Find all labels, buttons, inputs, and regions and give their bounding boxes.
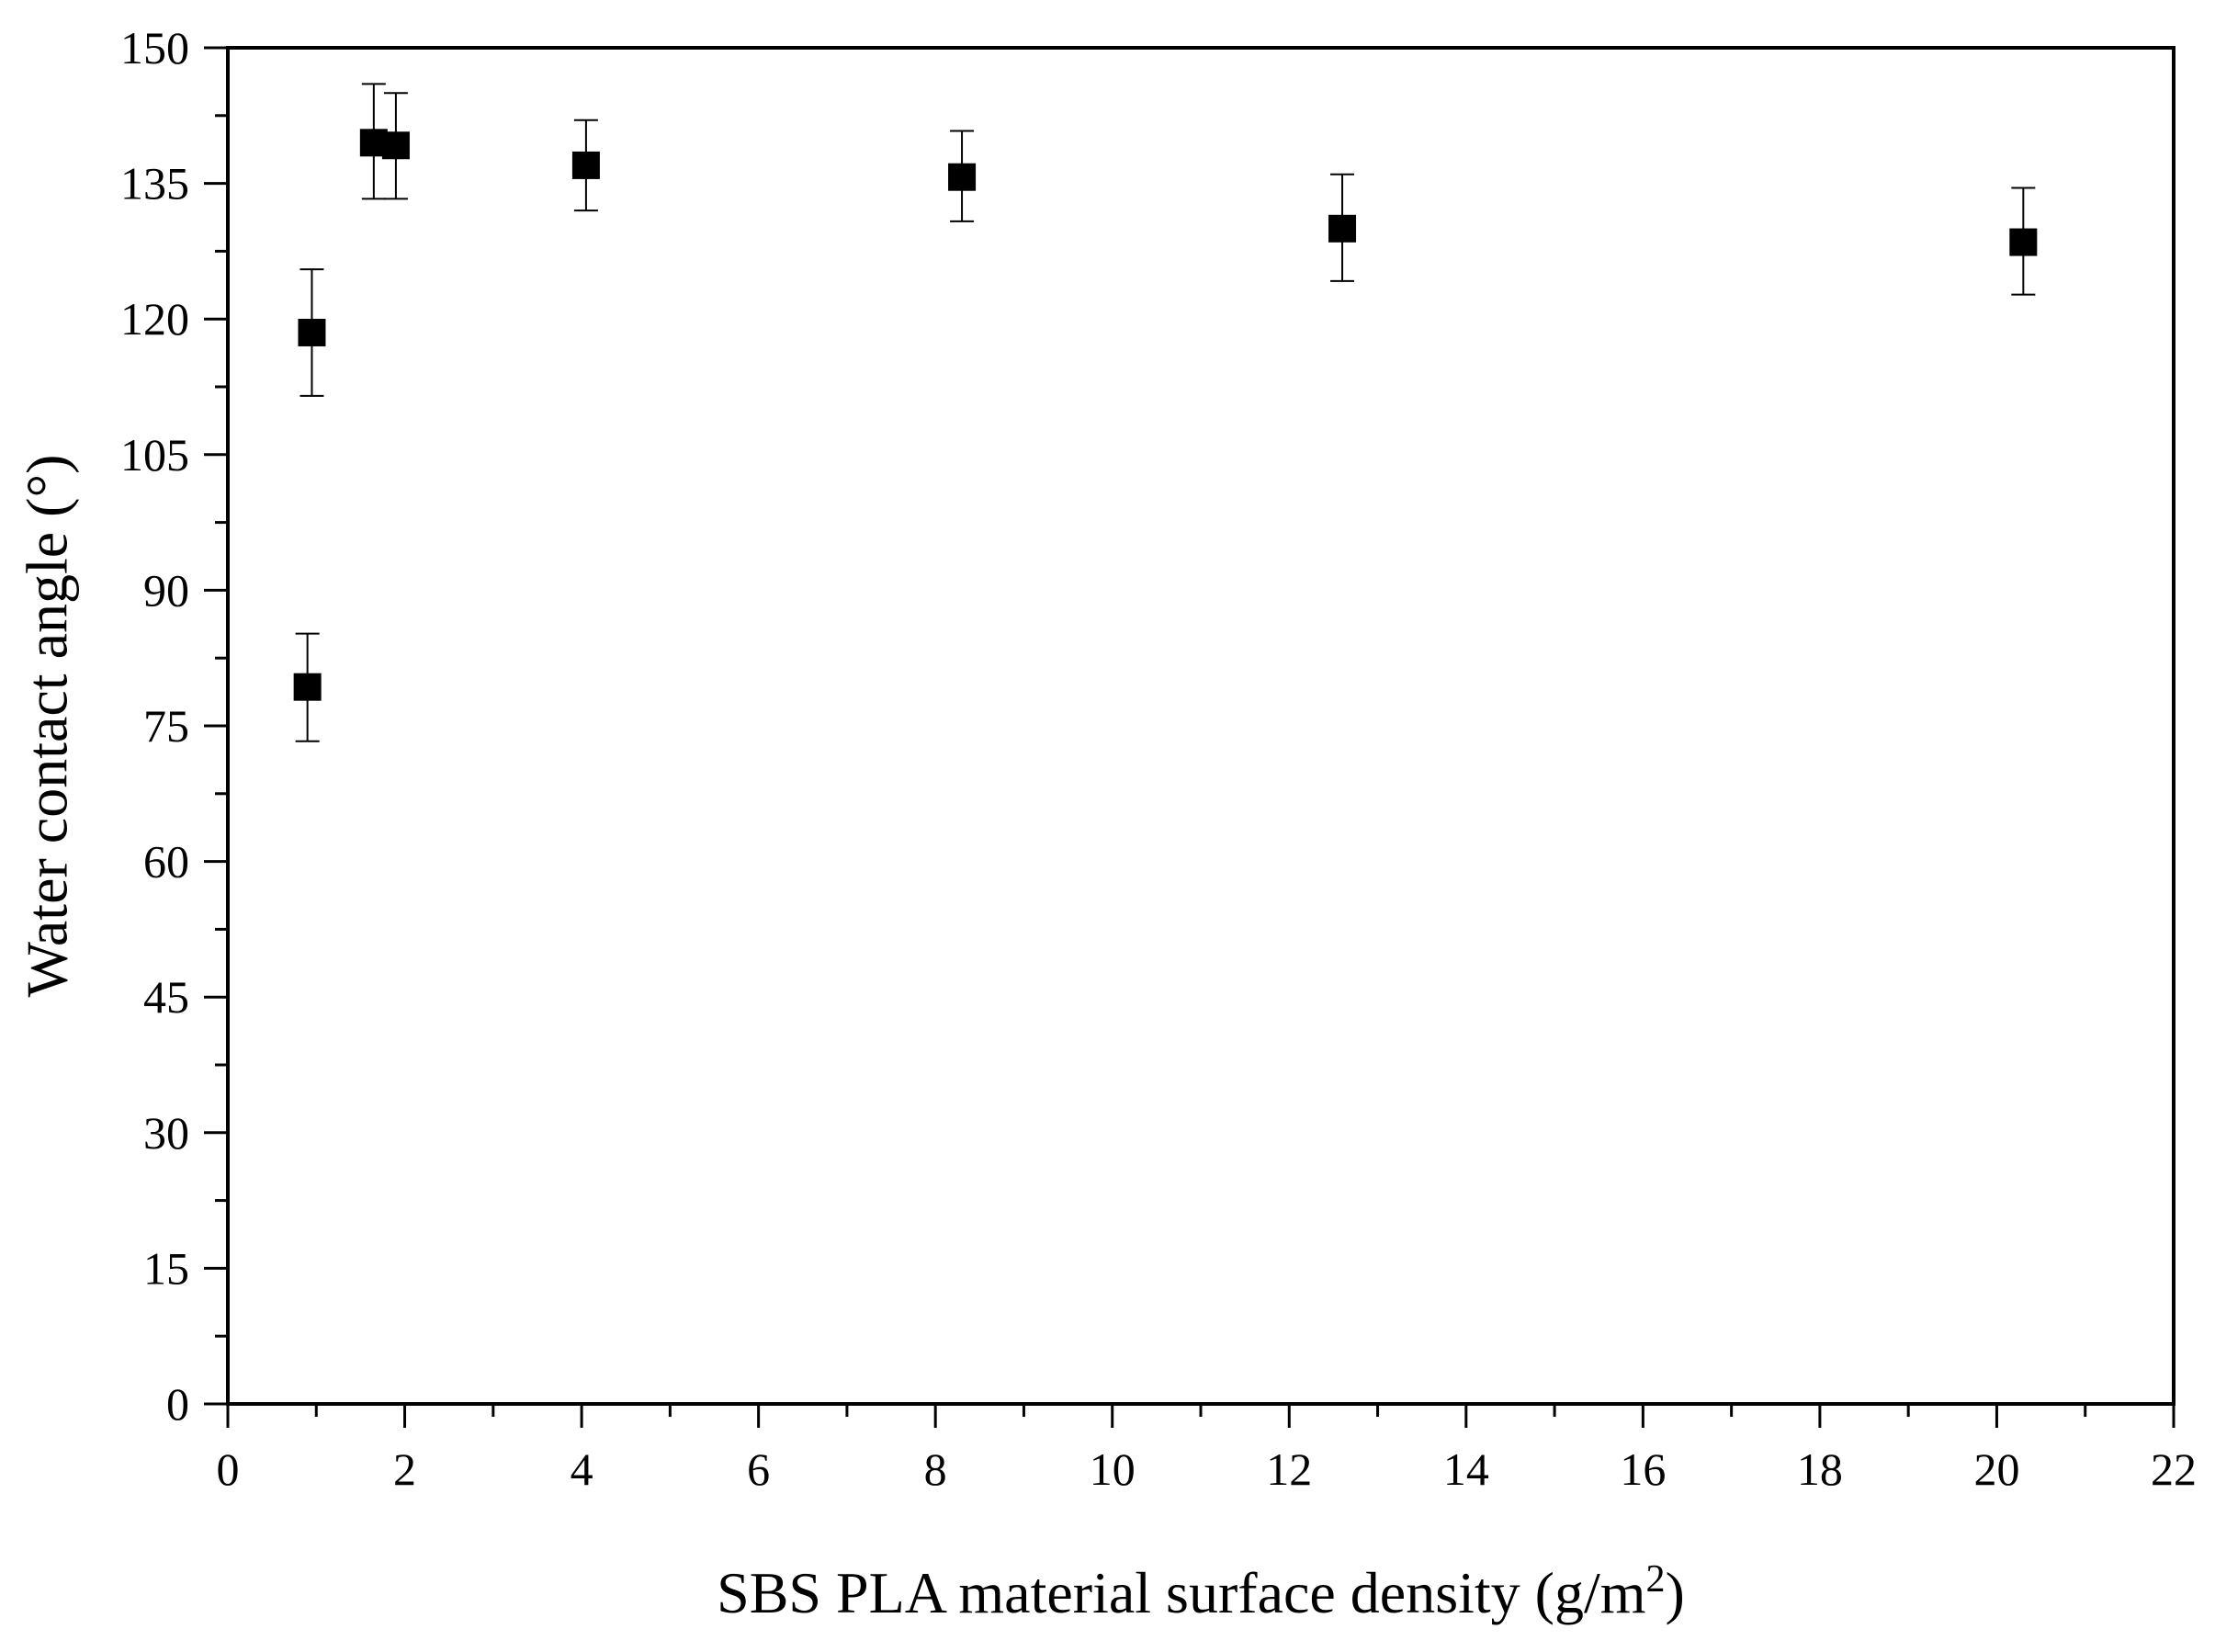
x-tick-label: 20	[1973, 1443, 2019, 1495]
x-tick-label: 14	[1443, 1443, 1489, 1495]
data-points-group	[293, 129, 2038, 701]
x-tick-label: 6	[747, 1443, 770, 1495]
y-tick-label: 15	[143, 1242, 189, 1294]
data-point-marker	[571, 151, 600, 179]
y-axis-tick-labels: 0 15 30 45 60 75 90 105 120 135 150	[120, 22, 189, 1430]
error-bars-group	[295, 83, 2036, 742]
x-axis-title-superscript: 2	[1646, 1558, 1666, 1601]
plot-area-frame	[226, 46, 2175, 1406]
x-tick-label: 8	[924, 1443, 947, 1495]
data-point-marker	[1328, 214, 1357, 243]
x-tick-label: 0	[217, 1443, 240, 1495]
data-point-marker	[948, 163, 977, 191]
y-tick-label: 120	[120, 293, 189, 345]
x-axis-tick-labels: 0 2 4 6 8 10 12 14 16 18 20 22	[217, 1443, 2198, 1495]
y-tick-label: 75	[143, 700, 189, 752]
x-axis-title-main: SBS PLA material surface density (g/m	[717, 1560, 1645, 1625]
y-tick-label: 105	[120, 429, 189, 481]
data-point-marker	[2009, 228, 2038, 256]
x-axis-title-suffix: )	[1666, 1560, 1685, 1625]
x-tick-label: 22	[2151, 1443, 2197, 1495]
x-tick-label: 12	[1266, 1443, 1312, 1495]
data-point-marker	[381, 131, 410, 160]
x-tick-label: 2	[393, 1443, 416, 1495]
y-tick-label: 0	[166, 1378, 189, 1430]
y-tick-label: 150	[120, 22, 189, 74]
y-tick-label: 30	[143, 1107, 189, 1159]
x-axis-title: SBS PLA material surface density (g/m2)	[717, 1558, 1685, 1625]
x-tick-label: 10	[1090, 1443, 1136, 1495]
x-axis-ticks	[226, 1404, 2175, 1428]
y-axis-ticks	[204, 46, 228, 1406]
x-tick-label: 16	[1620, 1443, 1666, 1495]
data-point-marker	[298, 318, 326, 346]
x-tick-label: 18	[1797, 1443, 1843, 1495]
x-tick-label: 4	[571, 1443, 593, 1495]
y-tick-label: 135	[120, 158, 189, 209]
y-tick-label: 90	[143, 564, 189, 616]
data-point-marker	[293, 673, 322, 701]
y-axis-title: Water contact angle (°)	[15, 455, 80, 998]
y-tick-label: 60	[143, 836, 189, 888]
y-tick-label: 45	[143, 971, 189, 1023]
